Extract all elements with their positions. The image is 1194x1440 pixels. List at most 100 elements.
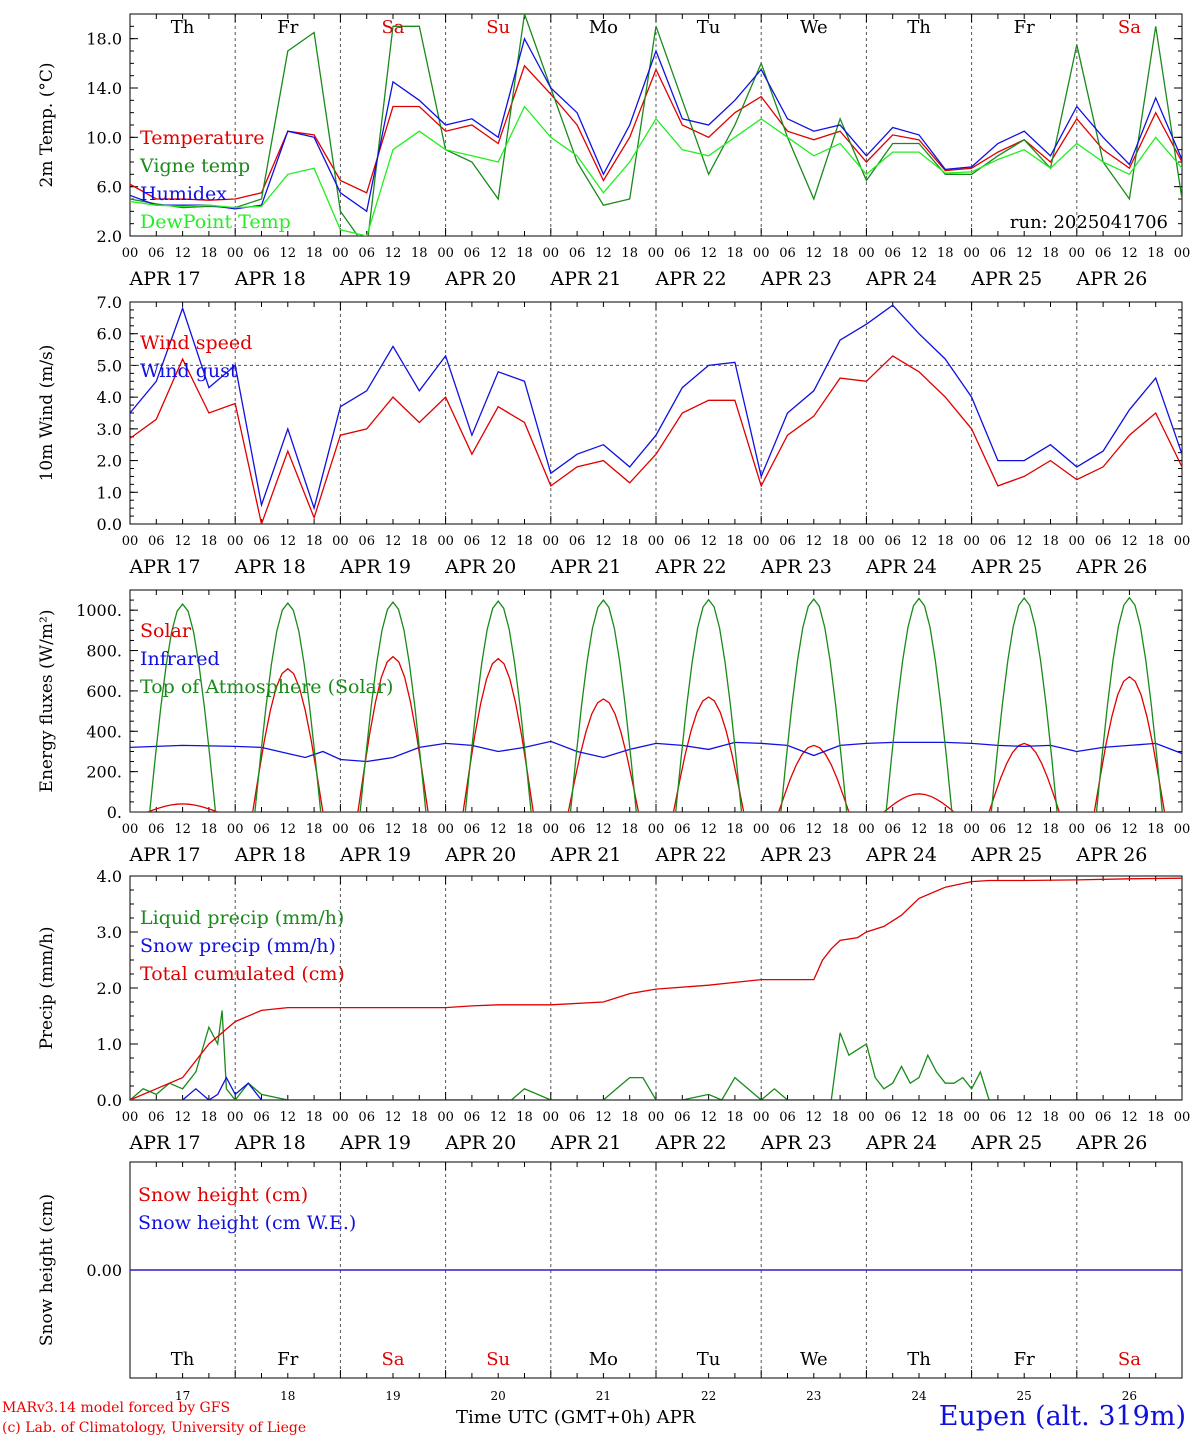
hour-tick-label: 06: [884, 246, 901, 261]
series-line-solar: [130, 655, 1182, 812]
hour-tick-label: 18: [727, 1110, 744, 1125]
day-name-label: Fr: [1014, 1349, 1035, 1370]
hour-tick-label: 06: [569, 1110, 586, 1125]
hour-tick-label: 00: [1174, 822, 1191, 837]
hour-tick-label: 12: [700, 534, 717, 549]
legend-entry: Snow height (cm W.E.): [138, 1212, 356, 1234]
y-tick-label: 4.0: [97, 388, 122, 407]
y-tick-label: 3.0: [97, 420, 122, 439]
hour-tick-label: 06: [148, 1110, 165, 1125]
hour-tick-label: 18: [1147, 534, 1164, 549]
y-tick-label: 1.0: [97, 483, 122, 502]
date-label: APR 25: [970, 1132, 1042, 1154]
hour-tick-label: 12: [911, 1110, 928, 1125]
hour-tick-label: 18: [727, 246, 744, 261]
y-axis-label: 2m Temp. (°C): [37, 62, 57, 187]
hour-tick-label: 06: [674, 534, 691, 549]
day-number-label: 26: [1122, 1389, 1137, 1403]
date-label: APR 20: [444, 556, 516, 578]
hour-tick-label: 18: [1042, 246, 1059, 261]
hour-tick-label: 12: [911, 534, 928, 549]
hour-tick-label: 12: [1016, 822, 1033, 837]
day-number-label: 22: [701, 1389, 716, 1403]
hour-tick-label: 00: [858, 246, 875, 261]
hour-tick-label: 12: [385, 822, 402, 837]
hour-tick-label: 12: [174, 822, 191, 837]
date-label: APR 22: [655, 844, 727, 866]
hour-tick-label: 18: [411, 534, 428, 549]
date-label: APR 21: [549, 1132, 621, 1154]
day-number-label: 18: [280, 1389, 295, 1403]
hour-tick-label: 06: [674, 246, 691, 261]
hour-tick-label: 06: [779, 246, 796, 261]
hour-tick-label: 18: [832, 246, 849, 261]
hour-tick-label: 00: [122, 534, 139, 549]
y-tick-label: 600.: [86, 682, 122, 701]
hour-tick-label: 06: [1095, 246, 1112, 261]
hour-tick-label: 00: [437, 534, 454, 549]
hour-tick-label: 06: [884, 822, 901, 837]
hour-tick-label: 18: [832, 822, 849, 837]
hour-tick-label: 00: [543, 822, 560, 837]
day-name-label: Sa: [381, 17, 404, 38]
y-tick-label: 14.0: [86, 79, 122, 98]
hour-tick-label: 12: [280, 1110, 297, 1125]
date-label: APR 23: [760, 844, 832, 866]
panel-temp: 2.0 6.0 10.0 14.0 18.0 2m Temp. (°C) Temperatu…: [37, 13, 1190, 290]
hour-tick-label: 12: [1016, 246, 1033, 261]
hour-tick-label: 18: [1042, 534, 1059, 549]
hour-tick-label: 06: [1095, 822, 1112, 837]
hour-tick-label: 12: [490, 534, 507, 549]
hour-tick-label: 18: [201, 534, 218, 549]
legend-entry: Humidex: [140, 183, 227, 205]
hour-tick-label: 06: [569, 822, 586, 837]
hour-tick-label: 18: [937, 1110, 954, 1125]
hour-tick-label: 00: [543, 246, 560, 261]
hour-tick-label: 06: [253, 246, 270, 261]
legend-entry: Wind speed: [140, 332, 252, 354]
legend-entry: Total cumulated (cm): [140, 963, 345, 985]
hour-tick-label: 18: [937, 246, 954, 261]
hour-tick-label: 00: [332, 534, 349, 549]
hour-tick-label: 00: [648, 246, 665, 261]
date-label: APR 20: [444, 1132, 516, 1154]
date-label: APR 24: [865, 844, 937, 866]
hour-tick-label: 18: [411, 1110, 428, 1125]
hour-tick-label: 18: [411, 246, 428, 261]
y-tick-label: 18.0: [86, 30, 122, 49]
credit-lab: (c) Lab. of Climatology, University of L…: [2, 1420, 307, 1436]
hour-tick-label: 18: [306, 822, 323, 837]
hour-tick-label: 06: [464, 822, 481, 837]
day-number-label: 25: [1017, 1389, 1032, 1403]
legend-entry: Vigne temp: [139, 155, 250, 177]
hour-tick-label: 00: [648, 1110, 665, 1125]
y-tick-label: 6.0: [97, 178, 122, 197]
y-axis-label: 10m Wind (m/s): [37, 345, 57, 482]
hour-tick-label: 12: [806, 534, 823, 549]
hour-tick-label: 12: [911, 246, 928, 261]
x-axis-title: Time UTC (GMT+0h) APR: [456, 1407, 696, 1428]
date-label: APR 25: [970, 268, 1042, 290]
hour-tick-label: 00: [648, 822, 665, 837]
hour-tick-label: 00: [437, 822, 454, 837]
date-label: APR 19: [339, 844, 411, 866]
hour-tick-label: 00: [858, 822, 875, 837]
hour-tick-label: 00: [1069, 534, 1086, 549]
hour-tick-label: 18: [516, 534, 533, 549]
date-label: APR 19: [339, 268, 411, 290]
hour-tick-label: 12: [1121, 1110, 1138, 1125]
date-label: APR 19: [339, 1132, 411, 1154]
hour-tick-label: 00: [1069, 1110, 1086, 1125]
day-name-label: Fr: [277, 17, 298, 38]
hour-tick-label: 12: [911, 822, 928, 837]
hour-tick-label: 12: [490, 822, 507, 837]
legend-entry: Wind gust: [140, 360, 238, 382]
panel-energy: 0. 200. 400. 600. 800. 1000. Energy fluxes (W/…: [37, 589, 1191, 866]
hour-tick-label: 06: [674, 822, 691, 837]
y-tick-label: 1000.: [76, 601, 122, 620]
hour-tick-label: 00: [858, 534, 875, 549]
hour-tick-label: 00: [1174, 1110, 1191, 1125]
hour-tick-label: 18: [516, 246, 533, 261]
series-line-humidex: [130, 36, 1182, 213]
panel-precip: 0.0 1.0 2.0 3.0 4.0 Precip (mm/h) Liquid preci…: [37, 867, 1190, 1154]
